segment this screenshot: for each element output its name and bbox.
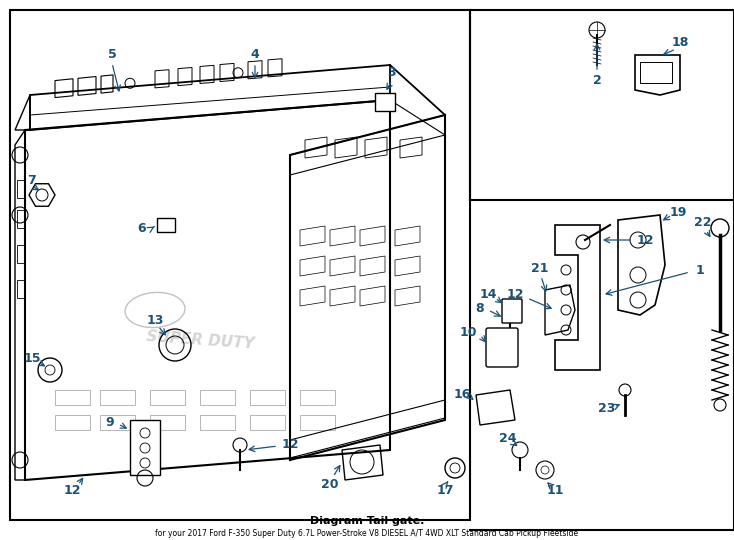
Text: 1: 1 bbox=[696, 264, 705, 276]
Text: for your 2017 Ford F-350 Super Duty 6.7L Power-Stroke V8 DIESEL A/T 4WD XLT Stan: for your 2017 Ford F-350 Super Duty 6.7L… bbox=[156, 529, 578, 537]
Text: 6: 6 bbox=[138, 221, 146, 234]
Text: 12: 12 bbox=[506, 288, 524, 301]
Text: 16: 16 bbox=[454, 388, 470, 402]
FancyBboxPatch shape bbox=[486, 328, 518, 367]
Text: 8: 8 bbox=[476, 301, 484, 314]
Text: 12: 12 bbox=[63, 483, 81, 496]
FancyBboxPatch shape bbox=[157, 218, 175, 232]
Text: 20: 20 bbox=[321, 478, 339, 491]
Text: 18: 18 bbox=[672, 36, 688, 49]
Text: 19: 19 bbox=[669, 206, 687, 219]
Text: 14: 14 bbox=[479, 288, 497, 301]
Text: 24: 24 bbox=[499, 431, 517, 444]
Text: 12: 12 bbox=[281, 438, 299, 451]
Text: 21: 21 bbox=[531, 261, 549, 274]
Text: 3: 3 bbox=[388, 65, 396, 78]
Text: 17: 17 bbox=[436, 483, 454, 496]
Text: 12: 12 bbox=[636, 233, 654, 246]
Bar bbox=[130, 420, 160, 475]
Text: 7: 7 bbox=[28, 173, 37, 186]
Text: 22: 22 bbox=[694, 215, 712, 228]
Text: 10: 10 bbox=[459, 326, 477, 339]
Text: 2: 2 bbox=[592, 73, 601, 86]
Text: 4: 4 bbox=[250, 49, 259, 62]
Text: 9: 9 bbox=[106, 415, 115, 429]
Text: 23: 23 bbox=[598, 402, 616, 415]
Text: 15: 15 bbox=[23, 352, 41, 365]
Text: SUPER DUTY: SUPER DUTY bbox=[145, 329, 255, 351]
Text: 5: 5 bbox=[108, 49, 117, 62]
FancyBboxPatch shape bbox=[502, 299, 522, 323]
FancyBboxPatch shape bbox=[375, 93, 395, 111]
Bar bbox=[10, 10, 470, 520]
Text: 11: 11 bbox=[546, 483, 564, 496]
Text: 13: 13 bbox=[146, 314, 164, 327]
Text: Diagram Tail gate.: Diagram Tail gate. bbox=[310, 516, 424, 526]
